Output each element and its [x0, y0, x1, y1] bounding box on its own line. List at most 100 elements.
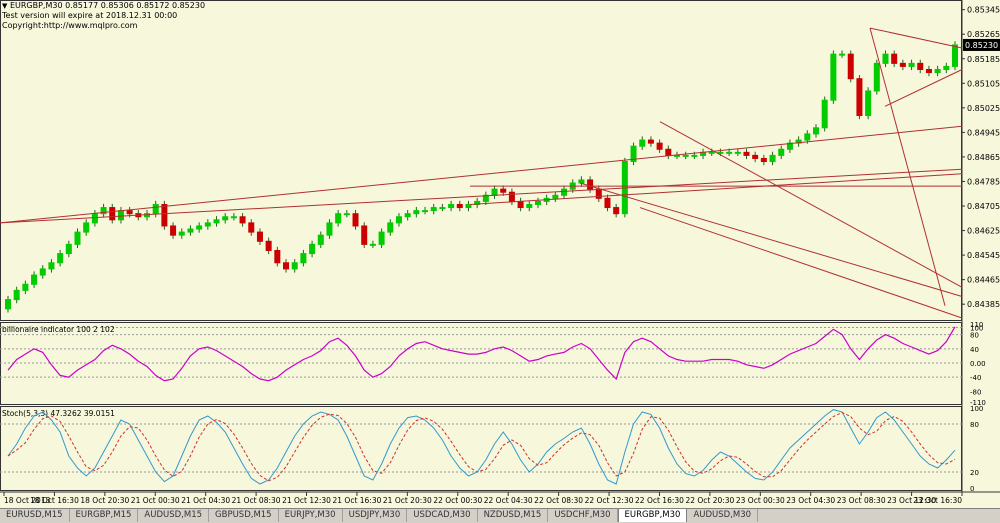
candle-body — [691, 154, 698, 157]
candle-body — [769, 154, 776, 163]
candle-body — [517, 200, 524, 209]
candle-body — [717, 151, 724, 154]
candle-body — [952, 44, 958, 67]
candle-body — [526, 203, 533, 209]
candle-body — [430, 207, 437, 212]
candle-body — [178, 231, 185, 236]
candle-body — [256, 231, 263, 242]
time-tick-label: 22 Oct 16:30 — [635, 496, 684, 505]
tab-audusd-m15[interactable]: AUDUSD,M15 — [138, 509, 210, 522]
candle-body — [413, 210, 420, 215]
expiry-notice: Test version will expire at 2018.12.31 0… — [2, 11, 178, 20]
time-tick-label: 23 Oct 00:30 — [736, 496, 785, 505]
tab-usdcad-m30[interactable]: USDCAD,M30 — [407, 509, 478, 522]
stoch-tick-label: 20 — [970, 469, 979, 477]
trendline — [0, 125, 963, 224]
price-tick-label: 0.84385 — [967, 300, 1000, 309]
candle-body — [578, 179, 585, 184]
candle-body — [587, 179, 594, 190]
candle-body — [500, 188, 507, 193]
candle-body — [639, 139, 646, 147]
time-tick-label: 23 Oct 12:30 — [887, 496, 936, 505]
time-tick-label: 22 Oct 00:30 — [433, 496, 482, 505]
candle-body — [439, 207, 446, 210]
candle-body — [448, 203, 455, 209]
candle-body — [283, 262, 290, 270]
current-price-box — [963, 38, 1000, 51]
time-tick-label: 23 Oct 08:30 — [837, 496, 886, 505]
candle-body — [196, 225, 203, 230]
candle-body — [395, 216, 402, 224]
candle-body — [943, 65, 950, 70]
trendline — [639, 207, 963, 319]
candle-body — [265, 240, 272, 252]
tab-eurusd-m15[interactable]: EURUSD,M15 — [0, 509, 70, 522]
price-tick-label: 0.84945 — [967, 128, 1000, 137]
candle-body — [917, 62, 924, 70]
indicator-main-line — [7, 326, 956, 382]
candle-body — [873, 62, 880, 92]
tab-audusd-m30[interactable]: AUDUSD,M30 — [687, 509, 759, 522]
time-tick-label: 23 Oct 04:30 — [786, 496, 835, 505]
price-tick-label: 0.85185 — [967, 55, 1000, 64]
time-tick-label: 21 Oct 20:30 — [383, 496, 432, 505]
indicator-tick-label: 40 — [970, 346, 979, 354]
candle-body — [57, 253, 64, 264]
tab-eurjpy-m30[interactable]: EURJPY,M30 — [279, 509, 343, 522]
candle-body — [656, 142, 663, 150]
candle-body — [491, 188, 498, 196]
candle-body — [647, 139, 654, 144]
stoch-tick-label: 0 — [970, 485, 974, 493]
tab-eurgbp-m15[interactable]: EURGBP,M15 — [70, 509, 139, 522]
time-tick-label: 22 Oct 12:30 — [585, 496, 634, 505]
candle-body — [465, 203, 472, 209]
candle-body — [65, 243, 72, 255]
tab-gbpusd-m15[interactable]: GBPUSD,M15 — [209, 509, 279, 522]
candle-body — [882, 53, 889, 64]
candle-body — [335, 213, 342, 224]
tab-usdjpy-m30[interactable]: USDJPY,M30 — [343, 509, 408, 522]
indicator-tick-label: -40 — [970, 374, 981, 382]
candle-body — [778, 148, 785, 156]
candle-body — [230, 216, 237, 219]
candle-body — [726, 151, 733, 154]
chart-canvas[interactable]: 0.85345 0.85265 0.85185 0.85105 0.85025 0.849… — [0, 0, 1000, 508]
stoch-signal-line — [7, 411, 956, 482]
trendline — [869, 27, 946, 306]
price-tick-label: 0.85265 — [967, 30, 1000, 39]
indicator-tick-label: -80 — [970, 388, 981, 396]
indicator-tick-label: 110 — [970, 321, 983, 329]
candle-body — [117, 210, 124, 221]
indicator-tick-label: 100 — [970, 325, 983, 333]
indicator-tick-label: -110 — [970, 399, 986, 407]
time-tick-label: 21 Oct 16:30 — [332, 496, 381, 505]
collapse-triangle-icon[interactable]: ▼ — [2, 2, 8, 10]
price-tick-label: 0.84465 — [967, 276, 1000, 285]
time-tick-label: 22 Oct 20:30 — [685, 496, 734, 505]
price-tick-label: 0.84625 — [967, 227, 1000, 236]
trendline — [659, 121, 963, 288]
candle-body — [561, 188, 568, 196]
candle-body — [126, 210, 133, 215]
candle-body — [204, 222, 211, 227]
candle-body — [161, 203, 168, 227]
tab-eurgbp-m30[interactable]: EURGBP,M30 — [617, 509, 688, 522]
stoch-main-line — [7, 409, 956, 485]
trendline — [579, 182, 963, 298]
tab-usdchf-m30[interactable]: USDCHF,M30 — [548, 509, 618, 522]
candle-body — [248, 222, 255, 233]
price-tick-label: 0.84705 — [967, 202, 1000, 211]
candle-body — [317, 234, 324, 245]
time-tick-label: 18 Oct 20:30 — [80, 496, 129, 505]
tab-nzdusd-m15[interactable]: NZDUSD,M15 — [478, 509, 549, 522]
candle-body — [152, 203, 159, 215]
candle-body — [352, 213, 359, 227]
stoch-tick-label: 100 — [970, 405, 983, 413]
candle-body — [5, 299, 11, 310]
stoch-panel-frame — [0, 406, 962, 491]
time-tick-label: 22 Oct 04:30 — [484, 496, 533, 505]
main-panel-frame — [0, 0, 962, 321]
candle-body — [222, 216, 229, 221]
candle-body — [404, 213, 411, 218]
